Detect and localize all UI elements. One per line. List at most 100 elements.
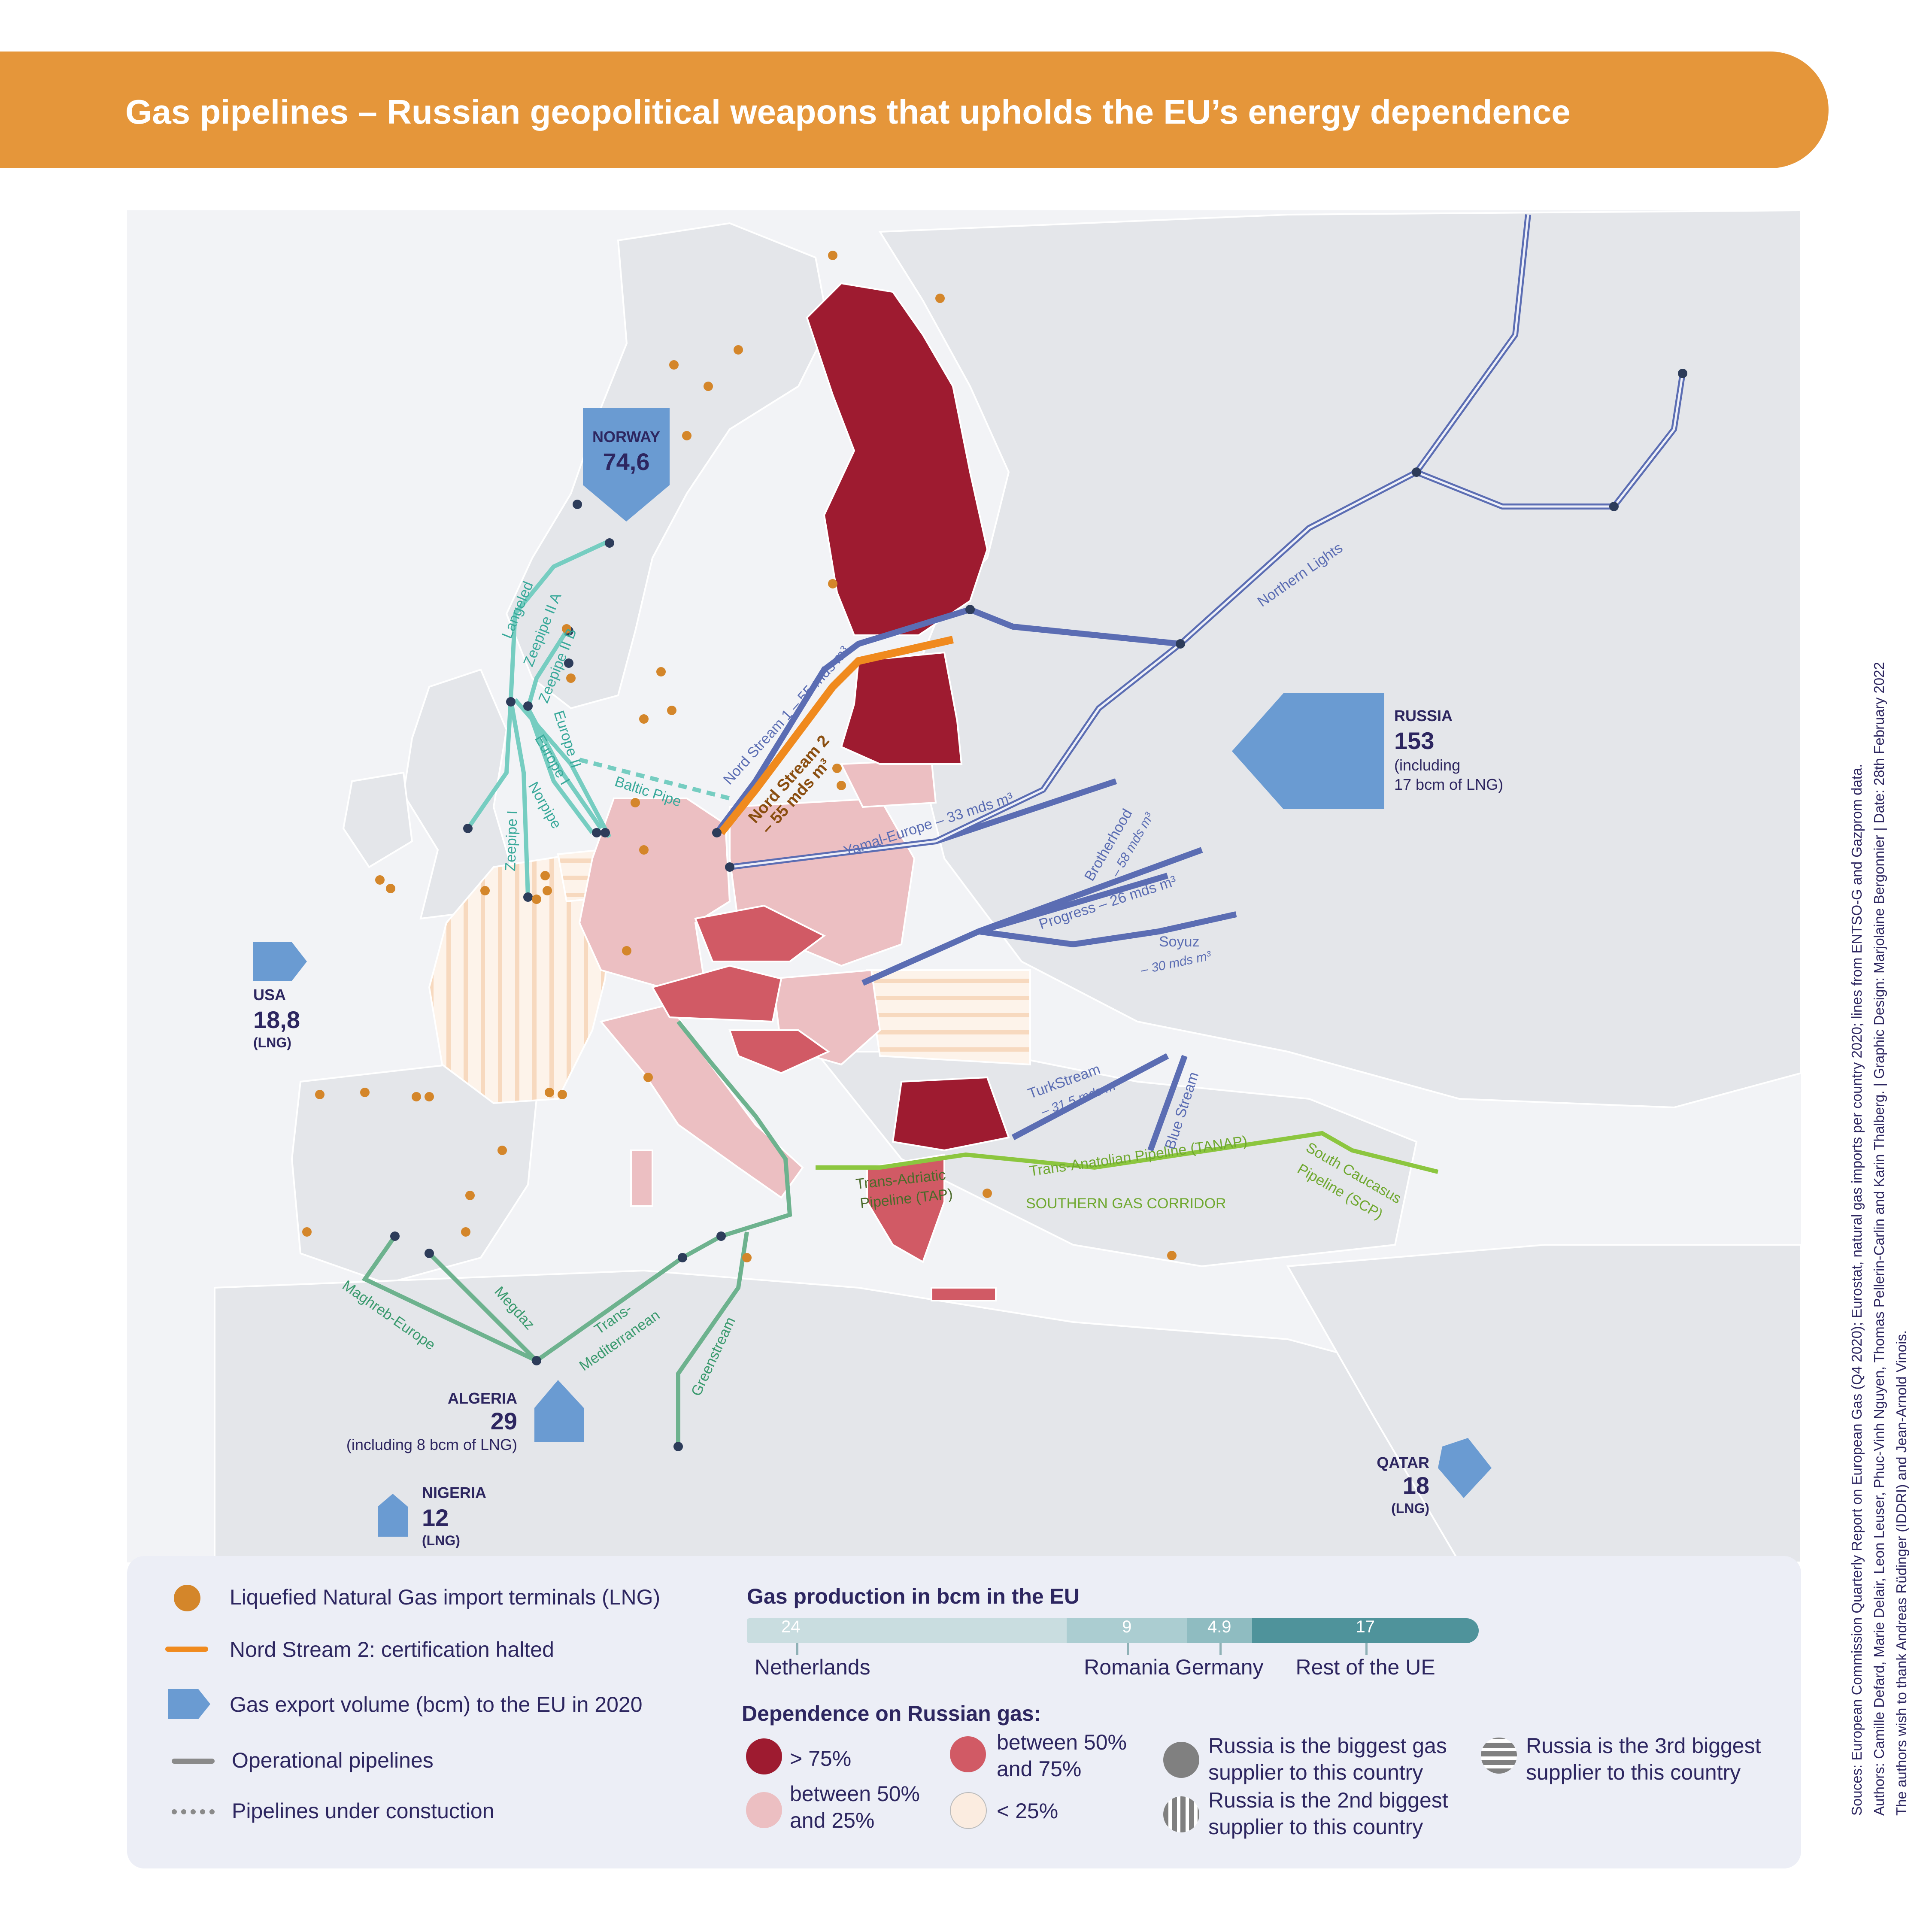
- production-bar-segment: [1186, 1618, 1253, 1643]
- usa-note: (LNG): [253, 1035, 291, 1050]
- production-bar-segment: [1067, 1618, 1187, 1643]
- norpipe-line: [513, 698, 612, 838]
- production-tick: [1219, 1643, 1222, 1655]
- dep-50-75-label-2: and 75%: [997, 1757, 1082, 1781]
- dep-25-50-label-2: and 25%: [790, 1808, 875, 1832]
- construction-pipeline-legend-icon: [172, 1809, 215, 1814]
- biggest-supplier-label-2: supplier to this country: [1208, 1760, 1423, 1784]
- production-value-label: 17: [1356, 1617, 1375, 1636]
- russia-note1: (including: [1394, 756, 1460, 774]
- dependence-title: Dependence on Russian gas:: [742, 1701, 1041, 1726]
- dep-50-75-label-1: between 50%: [997, 1730, 1127, 1754]
- third-supplier-swatch: [1481, 1738, 1517, 1774]
- legend-export-label: Gas export volume (bcm) to the EU in 202…: [230, 1692, 643, 1717]
- bulgaria-region: [892, 1076, 1010, 1152]
- production-category-label: Netherlands: [755, 1655, 870, 1679]
- qatar-value: 18: [1403, 1472, 1429, 1499]
- production-category-label: Germany: [1175, 1655, 1264, 1679]
- langeled-line: [466, 539, 611, 830]
- lng-legend-icon: [174, 1585, 200, 1611]
- sources-credits: Souces: European Commission Quarterly Re…: [1846, 614, 1913, 1816]
- greenstream-line: [676, 1231, 749, 1447]
- turkstream-line: [1011, 1053, 1169, 1140]
- legend-nord-stream-2-label: Nord Stream 2: certification halted: [230, 1638, 554, 1662]
- pipeline-nodes: [390, 369, 1687, 1451]
- legend-construction-label: Pipelines under constuction: [232, 1799, 494, 1823]
- dep-25-50-swatch: [746, 1792, 782, 1828]
- blue-stream-line: [1147, 1055, 1188, 1152]
- southern-corridor-line: [816, 1131, 1439, 1174]
- page-title: Gas pipelines – Russian geopolitical wea…: [125, 93, 1571, 131]
- nord-stream-2-line: [718, 636, 954, 835]
- norway-pipelines: [466, 539, 731, 898]
- dep-25-50-label-1: between 50%: [790, 1782, 920, 1806]
- north-africa-pipelines: [361, 1020, 792, 1447]
- finland-link-line: [969, 607, 1181, 647]
- dependence-50-75: [651, 904, 997, 1301]
- dep-50-75-swatch: [950, 1736, 986, 1772]
- norway-export-arrow: [583, 408, 670, 522]
- nigeria-note: (LNG): [422, 1533, 460, 1548]
- operational-pipeline-legend-icon: [172, 1759, 215, 1764]
- second-supplier-swatch: [1163, 1796, 1199, 1832]
- czechia-region: [694, 904, 826, 962]
- third-supplier-label-2: supplier to this country: [1526, 1760, 1741, 1784]
- zeepipe-ii-line: [526, 630, 569, 709]
- sources-line-1: Souces: European Commission Quarterly Re…: [1849, 764, 1865, 1816]
- yamal-europe-line: [934, 778, 1117, 844]
- second-supplier-label-2: supplier to this country: [1208, 1815, 1423, 1839]
- progress-line: [978, 873, 1168, 934]
- dep-under-25-swatch: [950, 1792, 987, 1829]
- medgaz-line: [428, 1252, 538, 1362]
- production-tick: [1365, 1643, 1368, 1655]
- ireland-land: [342, 771, 413, 868]
- qatar-note: (LNG): [1391, 1501, 1429, 1516]
- sardinia-region: [630, 1149, 653, 1207]
- norway-name: NORWAY: [592, 428, 660, 446]
- sources-line-2: Authors: Camille Defard, Marie Delair, L…: [1871, 662, 1887, 1816]
- lng-terminals: [302, 251, 1177, 1262]
- baltic-pipe-line: [579, 758, 731, 801]
- sources-line-3: The authors wish to thank Andreas Rüding…: [1893, 1330, 1909, 1816]
- title-banner: [0, 52, 1829, 168]
- biggest-supplier-swatch: [1163, 1742, 1199, 1778]
- biggest-supplier-label-1: Russia is the biggest gas: [1208, 1734, 1447, 1758]
- production-value-label: 9: [1122, 1617, 1132, 1636]
- production-title: Gas production in bcm in the EU: [747, 1584, 1080, 1608]
- soyuz-line: [978, 911, 1237, 947]
- production-bar-segment: [747, 1618, 1067, 1643]
- dep-under-25-label: < 25%: [997, 1799, 1059, 1823]
- hungary-ro-striped: [866, 969, 1031, 1066]
- dep-over-75-swatch: [746, 1738, 782, 1774]
- russia-note2: 17 bcm of LNG): [1394, 776, 1503, 793]
- algeria-name: ALGERIA: [448, 1389, 517, 1407]
- legend-operational-label: Operational pipelines: [232, 1748, 434, 1772]
- production-bar-segment: [1252, 1618, 1479, 1643]
- russia-name: RUSSIA: [1394, 707, 1453, 725]
- nord-stream-2-legend-icon: [165, 1647, 208, 1652]
- southern-corridor-label: SOUTHERN GAS CORRIDOR: [1026, 1195, 1226, 1212]
- export-arrow-legend-icon: [168, 1689, 210, 1719]
- greece-region: [866, 1153, 945, 1263]
- second-supplier-label-1: Russia is the 2nd biggest: [1208, 1788, 1448, 1812]
- usa-export-arrow: [253, 942, 307, 981]
- austria-region: [651, 964, 783, 1023]
- production-value-label: 4.9: [1207, 1617, 1231, 1636]
- usa-name: USA: [253, 986, 286, 1004]
- crete-region: [931, 1287, 997, 1301]
- algeria-value: 29: [491, 1407, 517, 1435]
- production-tick: [1127, 1643, 1129, 1655]
- nigeria-value: 12: [422, 1504, 449, 1531]
- zeepipe-i-label: Zeepipe I: [502, 810, 521, 871]
- norway-value: 74,6: [603, 448, 650, 475]
- soyuz-label-1: Soyuz: [1159, 934, 1200, 950]
- russia-value: 153: [1394, 727, 1434, 754]
- zeepipe-i-line: [509, 699, 530, 898]
- nigeria-name: NIGERIA: [422, 1484, 486, 1501]
- third-supplier-label-1: Russia is the 3rd biggest: [1526, 1734, 1761, 1758]
- latvia-estonia-region: [840, 651, 963, 765]
- legend-lng-label: Liquefied Natural Gas import terminals (…: [230, 1585, 661, 1609]
- dependence-over-75: [806, 282, 1010, 1152]
- export-arrows: [253, 408, 1492, 1537]
